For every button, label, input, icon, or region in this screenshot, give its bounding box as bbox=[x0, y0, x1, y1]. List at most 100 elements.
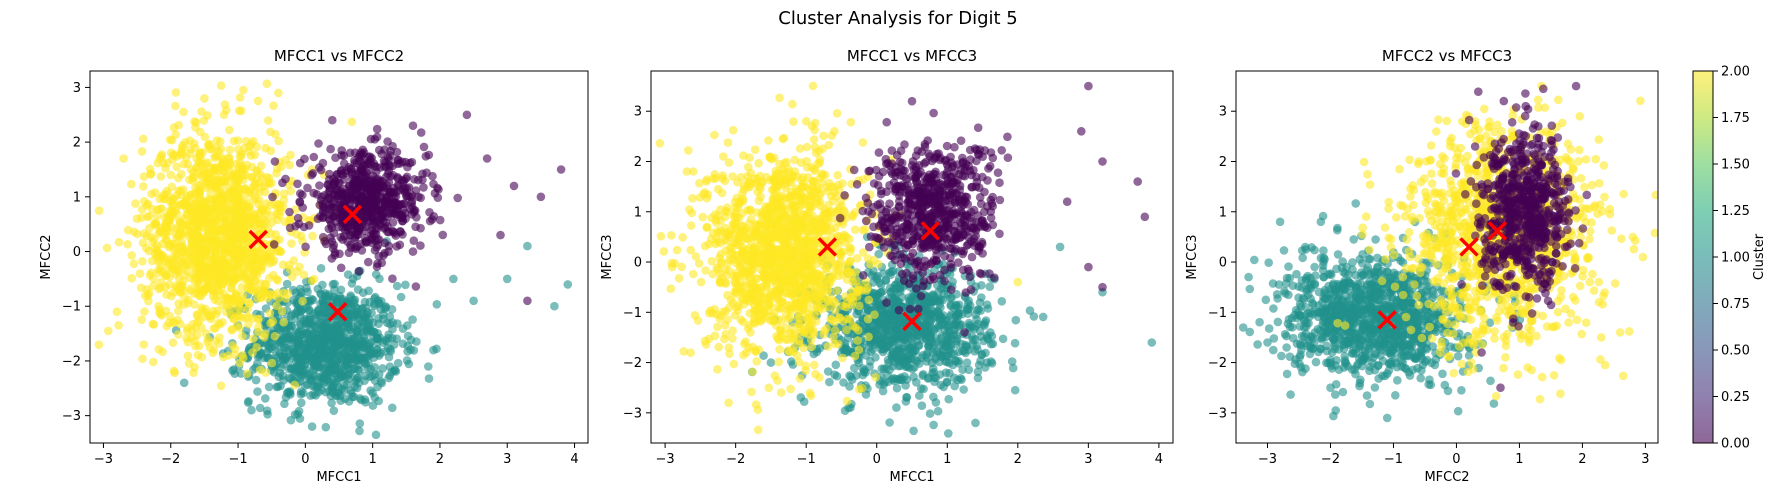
scatter-point bbox=[327, 223, 337, 232]
scatter-point bbox=[701, 266, 710, 275]
scatter-point bbox=[215, 333, 224, 342]
scatter-point bbox=[325, 352, 335, 362]
scatter-point bbox=[156, 310, 165, 319]
scatter-point bbox=[231, 297, 240, 307]
scatter-point bbox=[222, 294, 231, 304]
scatter-point bbox=[272, 168, 281, 178]
scatter-point bbox=[171, 130, 180, 139]
scatter-point bbox=[453, 193, 463, 203]
scatter-point bbox=[330, 250, 340, 260]
scatter-point bbox=[908, 347, 918, 357]
scatter-point bbox=[227, 237, 237, 246]
scatter-point bbox=[281, 174, 290, 184]
scatter-point bbox=[286, 415, 296, 425]
scatter-point bbox=[928, 364, 938, 373]
scatter-point bbox=[380, 304, 390, 314]
scatter-point bbox=[203, 158, 212, 167]
scatter-point bbox=[127, 251, 136, 260]
scatter-point bbox=[401, 280, 410, 290]
scatter-point bbox=[915, 391, 924, 400]
scatter-point bbox=[368, 171, 378, 181]
scatter-point bbox=[270, 157, 280, 166]
scatter-point bbox=[939, 382, 948, 392]
scatter-point bbox=[296, 362, 306, 371]
scatter-point bbox=[312, 375, 321, 385]
scatter-point bbox=[384, 241, 394, 251]
scatter-point bbox=[190, 336, 200, 346]
scatter-point bbox=[879, 269, 888, 278]
scatter-point bbox=[301, 242, 310, 252]
scatter-point bbox=[412, 337, 421, 346]
scatter-point bbox=[469, 296, 478, 306]
scatter-point bbox=[367, 371, 377, 381]
scatter-point bbox=[168, 338, 178, 348]
scatter-point bbox=[257, 265, 266, 275]
scatter-point bbox=[185, 145, 195, 154]
scatter-point bbox=[234, 273, 243, 283]
scatter-point bbox=[162, 290, 171, 299]
panel-title: MFCC1 vs MFCC2 bbox=[274, 47, 404, 65]
scatter-point bbox=[678, 233, 687, 242]
scatter-point bbox=[309, 361, 319, 371]
scatter-point bbox=[239, 171, 248, 180]
scatter-point bbox=[346, 386, 356, 395]
scatter-point bbox=[291, 288, 300, 298]
scatter-point bbox=[114, 237, 124, 247]
scatter-point bbox=[836, 257, 845, 267]
scatter-point bbox=[830, 326, 840, 336]
scatter-point bbox=[226, 284, 236, 293]
scatter-point bbox=[339, 197, 349, 207]
scatter-point bbox=[844, 403, 853, 413]
scatter-point bbox=[786, 384, 795, 394]
scatter-point bbox=[192, 288, 202, 298]
centroid-marker bbox=[342, 204, 363, 225]
scatter-point bbox=[252, 343, 261, 352]
scatter-point bbox=[158, 347, 167, 357]
scatter-point bbox=[253, 387, 262, 396]
scatter-point bbox=[935, 312, 945, 321]
scatter-point bbox=[352, 222, 362, 231]
scatter-point bbox=[907, 296, 917, 306]
scatter-point bbox=[927, 337, 936, 347]
x-axis-label: MFCC1 bbox=[316, 470, 361, 485]
scatter-point bbox=[165, 312, 175, 321]
scatter-point bbox=[964, 318, 974, 328]
scatter-point bbox=[929, 420, 938, 430]
scatter-point bbox=[728, 334, 737, 343]
scatter-point bbox=[715, 253, 724, 263]
scatter-point bbox=[930, 326, 939, 335]
scatter-point bbox=[139, 182, 148, 191]
scatter-point bbox=[201, 329, 211, 338]
scatter-point bbox=[424, 362, 433, 371]
scatter-point bbox=[759, 351, 768, 360]
scatter-point bbox=[190, 300, 199, 309]
scatter-point bbox=[143, 199, 153, 209]
scatter-point bbox=[428, 171, 437, 181]
scatter-point bbox=[824, 302, 833, 312]
scatter-point bbox=[710, 130, 719, 140]
scatter-point bbox=[930, 344, 939, 354]
scatter-point bbox=[165, 135, 175, 144]
scatter-point bbox=[283, 289, 293, 298]
x-tick-label: −1 bbox=[228, 452, 247, 467]
scatter-point bbox=[879, 364, 889, 374]
scatter-point bbox=[197, 171, 206, 181]
scatter-point bbox=[187, 326, 197, 335]
scatter-point bbox=[127, 273, 137, 283]
scatter-point bbox=[174, 299, 183, 309]
scatter-point bbox=[201, 308, 210, 317]
scatter-point bbox=[189, 139, 199, 148]
scatter-point bbox=[300, 154, 309, 164]
scatter-point bbox=[312, 382, 322, 392]
scatter-point bbox=[267, 358, 277, 368]
scatter-point bbox=[285, 207, 294, 217]
scatter-point bbox=[285, 388, 295, 398]
scatter-point bbox=[946, 294, 955, 303]
scatter-point bbox=[177, 238, 187, 247]
scatter-point bbox=[179, 378, 189, 388]
scatter-point bbox=[254, 327, 263, 337]
scatter-point bbox=[462, 110, 472, 120]
scatter-point bbox=[885, 418, 894, 427]
scatter-point bbox=[206, 256, 215, 266]
scatter-point bbox=[264, 178, 274, 187]
